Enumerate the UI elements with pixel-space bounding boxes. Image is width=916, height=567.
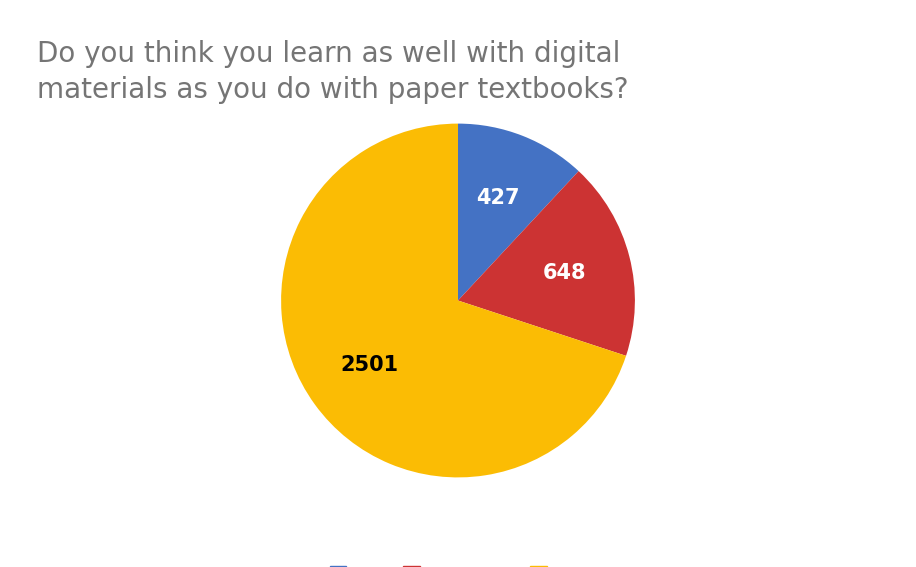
Text: Do you think you learn as well with digital
materials as you do with paper textb: Do you think you learn as well with digi… [37,40,628,104]
Text: 427: 427 [476,188,520,209]
Legend: No, Not Sure, Yes: No, Not Sure, Yes [322,560,594,567]
Wedge shape [281,124,626,477]
Text: 648: 648 [542,263,586,284]
Text: 2501: 2501 [340,355,398,375]
Wedge shape [458,171,635,356]
Wedge shape [458,124,579,301]
